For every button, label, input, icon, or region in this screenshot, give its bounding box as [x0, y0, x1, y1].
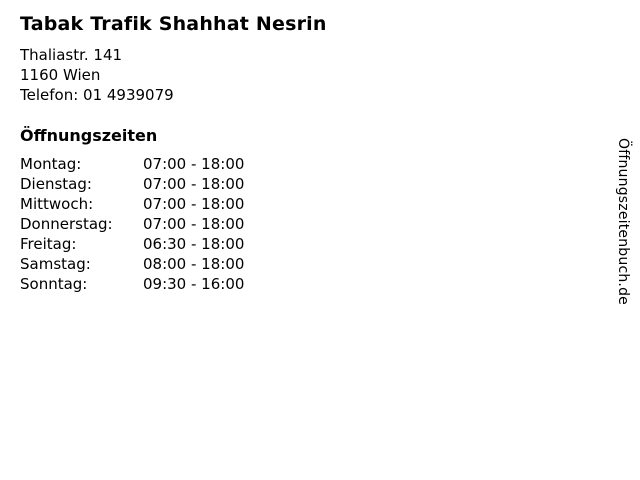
address-block: Thaliastr. 141 1160 Wien Telefon: 01 493… — [20, 45, 640, 105]
hours-row: Mittwoch: 07:00 - 18:00 — [20, 194, 640, 214]
address-street: Thaliastr. 141 — [20, 46, 123, 64]
day-hours: 07:00 - 18:00 — [143, 195, 245, 213]
site-watermark: Öffnungszeitenbuch.de — [615, 138, 631, 305]
page-title: Tabak Trafik Shahhat Nesrin — [20, 13, 327, 35]
hours-row: Donnerstag: 07:00 - 18:00 — [20, 214, 640, 234]
day-hours: 07:00 - 18:00 — [143, 155, 245, 173]
hours-row: Sonntag: 09:30 - 16:00 — [20, 274, 640, 294]
day-label: Samstag: — [20, 255, 91, 273]
day-hours: 06:30 - 18:00 — [143, 235, 245, 253]
day-label: Montag: — [20, 155, 82, 173]
address-city: 1160 Wien — [20, 66, 101, 84]
day-hours: 09:30 - 16:00 — [143, 275, 245, 293]
day-label: Freitag: — [20, 235, 77, 253]
day-hours: 08:00 - 18:00 — [143, 255, 245, 273]
hours-row: Freitag: 06:30 - 18:00 — [20, 234, 640, 254]
hours-table: Montag: 07:00 - 18:00 Dienstag: 07:00 - … — [20, 154, 640, 294]
day-label: Donnerstag: — [20, 215, 113, 233]
phone-line: Telefon: 01 4939079 — [20, 86, 174, 104]
day-hours: 07:00 - 18:00 — [143, 215, 245, 233]
hours-row: Montag: 07:00 - 18:00 — [20, 154, 640, 174]
hours-row: Samstag: 08:00 - 18:00 — [20, 254, 640, 274]
hours-heading: Öffnungszeiten — [20, 126, 158, 145]
day-label: Dienstag: — [20, 175, 92, 193]
hours-row: Dienstag: 07:00 - 18:00 — [20, 174, 640, 194]
day-label: Sonntag: — [20, 275, 88, 293]
day-hours: 07:00 - 18:00 — [143, 175, 245, 193]
day-label: Mittwoch: — [20, 195, 94, 213]
